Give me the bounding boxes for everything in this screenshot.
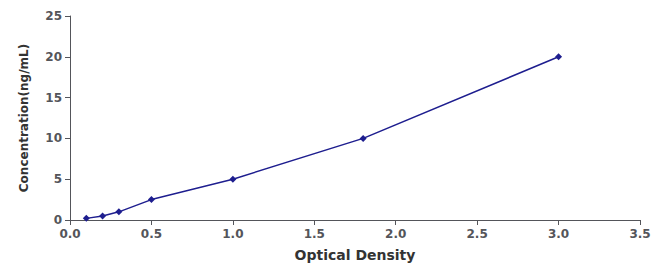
svg-text:0.0: 0.0 [59,227,80,241]
svg-text:1.0: 1.0 [222,227,243,241]
svg-text:1.5: 1.5 [304,227,325,241]
svg-text:0.5: 0.5 [141,227,162,241]
svg-text:15: 15 [45,91,62,105]
svg-text:5: 5 [54,172,62,186]
svg-text:2.0: 2.0 [385,227,406,241]
svg-text:2.5: 2.5 [467,227,488,241]
svg-text:0: 0 [54,213,62,227]
svg-text:Optical Density: Optical Density [295,247,416,263]
svg-text:3.0: 3.0 [548,227,569,241]
svg-text:Concentration(ng/mL): Concentration(ng/mL) [17,44,31,192]
svg-text:10: 10 [45,131,62,145]
svg-text:25: 25 [45,9,62,23]
svg-text:3.5: 3.5 [629,227,650,241]
svg-text:20: 20 [45,50,62,64]
